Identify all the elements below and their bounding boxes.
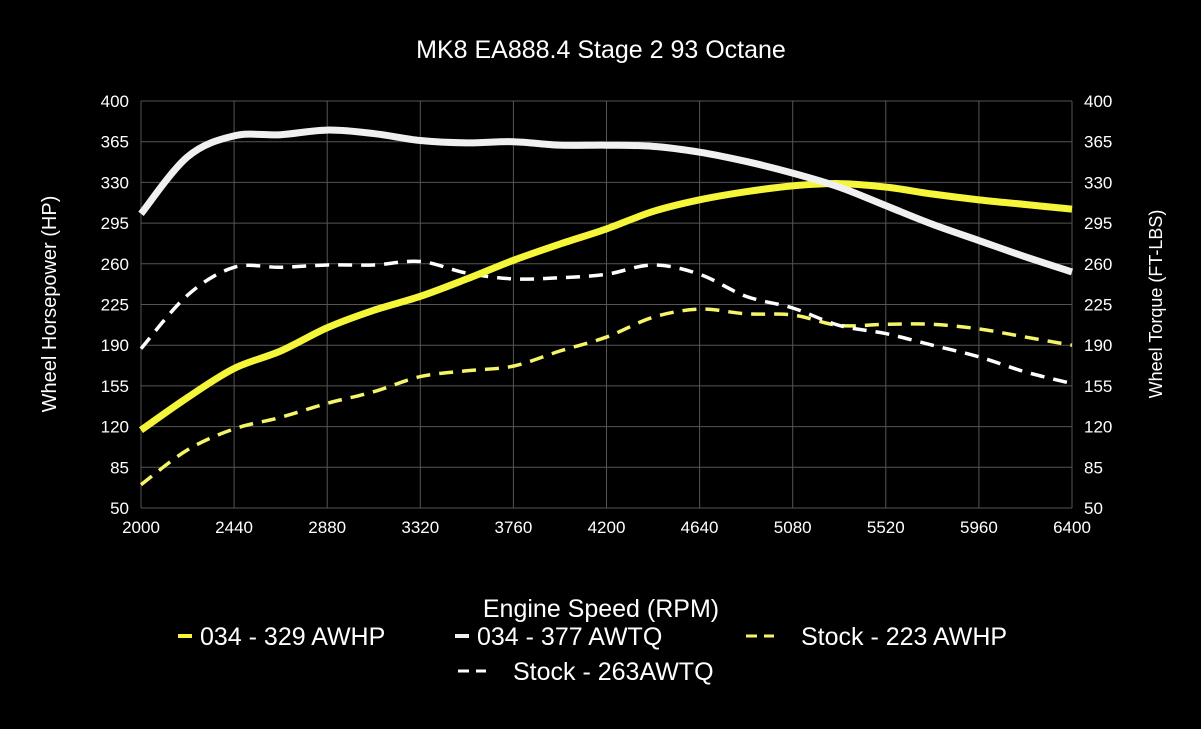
y-tick-label-right: 295	[1084, 214, 1112, 233]
y-tick-label-right: 155	[1084, 377, 1112, 396]
y-tick-label-right: 225	[1084, 296, 1112, 315]
y-tick-label-left: 50	[110, 499, 129, 518]
x-tick-label: 3760	[494, 518, 532, 537]
x-tick-label: 2000	[122, 518, 160, 537]
x-tick-label: 2440	[215, 518, 253, 537]
grid	[140, 100, 1073, 509]
y-tick-label-right: 190	[1084, 336, 1112, 355]
y-tick-label-left: 365	[101, 133, 129, 152]
y-tick-label-right: 365	[1084, 133, 1112, 152]
x-axis-label: Engine Speed (RPM)	[483, 595, 719, 623]
y-tick-label-left: 295	[101, 214, 129, 233]
y-tick-label-right: 400	[1084, 92, 1112, 111]
x-tick-label: 2880	[308, 518, 346, 537]
legend-label-3: Stock - 223 AWHP	[801, 623, 1007, 651]
y-tick-label-left: 260	[101, 255, 129, 274]
y-tick-label-left: 85	[110, 458, 129, 477]
legend-label-2: 034 - 377 AWTQ	[477, 623, 662, 651]
x-tick-label: 5080	[774, 518, 812, 537]
series-line-3	[139, 307, 1073, 487]
tick-labels: 2000 2440 2880 3320 3760 4200 4640 5080 5520 5960…	[101, 92, 1113, 537]
y-tick-label-right: 330	[1084, 173, 1112, 192]
series-line-2	[138, 126, 1074, 276]
y-tick-label-right: 85	[1084, 458, 1103, 477]
x-tick-label: 4200	[588, 518, 626, 537]
series-line-1	[138, 180, 1073, 433]
y-axis-label-right: Wheel Torque (FT-LBS)	[1146, 210, 1166, 399]
y-tick-label-left: 225	[101, 296, 129, 315]
legend-label-4: Stock - 263AWTQ	[513, 658, 714, 686]
y-tick-label-right: 120	[1084, 418, 1112, 437]
chart-title: MK8 EA888.4 Stage 2 93 Octane	[416, 36, 786, 64]
y-tick-label-left: 120	[101, 418, 129, 437]
y-tick-label-left: 155	[101, 377, 129, 396]
x-tick-label: 5960	[960, 518, 998, 537]
legend-label-1: 034 - 329 AWHP	[200, 623, 385, 651]
y-tick-label-left: 190	[101, 336, 129, 355]
x-tick-label: 5520	[867, 518, 905, 537]
y-tick-label-left: 400	[101, 92, 129, 111]
x-tick-label: 6400	[1053, 518, 1091, 537]
y-tick-label-right: 50	[1084, 499, 1103, 518]
y-axis-label-left: Wheel Horsepower (HP)	[39, 196, 61, 413]
x-tick-label: 3320	[401, 518, 439, 537]
x-tick-label: 4640	[681, 518, 719, 537]
series-lines	[138, 126, 1074, 487]
legend: 034 - 329 AWHP 034 - 377 AWTQ Stock - 223 …	[178, 623, 1007, 686]
y-tick-label-right: 260	[1084, 255, 1112, 274]
y-tick-label-left: 330	[101, 173, 129, 192]
